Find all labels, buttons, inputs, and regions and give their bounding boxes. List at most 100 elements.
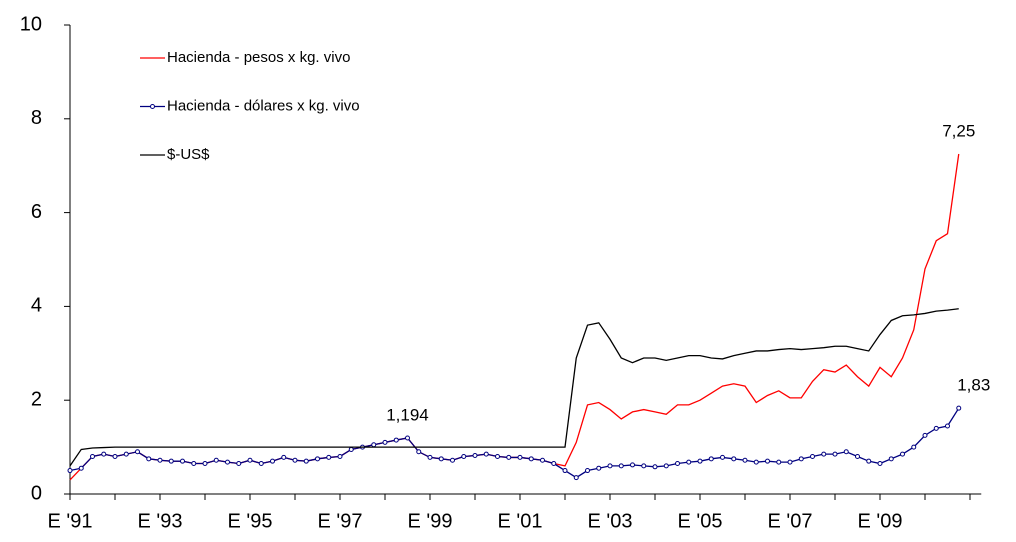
- point-marker: [866, 458, 872, 464]
- point-marker: [821, 451, 827, 457]
- y-tick-label: 8: [31, 107, 42, 129]
- point-marker: [776, 459, 782, 465]
- point-marker: [787, 459, 793, 465]
- point-marker: [382, 439, 388, 445]
- legend-label: Hacienda - pesos x kg. vivo: [167, 49, 350, 66]
- value-label: 7,25: [942, 121, 975, 140]
- point-marker: [832, 451, 838, 457]
- point-marker: [168, 458, 174, 464]
- point-marker: [236, 461, 242, 467]
- legend-label: Hacienda - dólares x kg. vivo: [167, 97, 360, 114]
- point-marker: [753, 459, 759, 465]
- point-marker: [67, 468, 73, 474]
- point-marker: [562, 468, 568, 474]
- x-tick-label: E '91: [48, 510, 93, 532]
- point-marker: [551, 461, 557, 467]
- point-marker: [101, 451, 107, 457]
- x-tick-label: E '93: [138, 510, 183, 532]
- point-marker: [585, 468, 590, 474]
- point-marker: [427, 454, 433, 460]
- point-marker: [202, 461, 208, 467]
- point-marker: [742, 457, 748, 463]
- x-tick-label: E '01: [498, 510, 543, 532]
- y-tick-label: 0: [31, 482, 42, 504]
- point-marker: [90, 453, 95, 459]
- point-marker: [483, 451, 489, 457]
- y-tick-label: 2: [31, 388, 42, 410]
- point-marker: [348, 446, 354, 452]
- series-line: [69, 308, 959, 467]
- point-marker: [945, 423, 950, 429]
- point-marker: [270, 458, 275, 464]
- point-marker: [888, 456, 894, 462]
- point-marker: [472, 453, 478, 459]
- point-marker: [303, 458, 309, 464]
- point-marker: [731, 456, 737, 462]
- point-marker: [663, 463, 669, 469]
- point-marker: [112, 453, 118, 459]
- point-marker: [596, 465, 602, 471]
- point-marker: [922, 432, 928, 438]
- point-marker: [911, 444, 917, 450]
- point-marker: [652, 464, 658, 470]
- series-line: [69, 153, 960, 481]
- x-tick-label: E '07: [768, 510, 813, 532]
- point-marker: [765, 458, 770, 464]
- point-marker: [135, 449, 140, 455]
- point-marker: [326, 454, 332, 460]
- point-marker: [528, 456, 534, 462]
- point-marker: [933, 425, 939, 431]
- point-marker: [180, 458, 185, 464]
- x-tick-label: E '97: [318, 510, 363, 532]
- legend-label: $-US$: [167, 146, 210, 163]
- point-marker: [517, 454, 523, 460]
- point-marker: [315, 456, 320, 462]
- point-marker: [337, 453, 343, 459]
- point-marker: [697, 458, 703, 464]
- point-marker: [641, 463, 647, 469]
- point-marker: [450, 457, 455, 463]
- y-tick-label: 10: [20, 13, 42, 35]
- x-tick-label: E '99: [408, 510, 453, 532]
- point-marker: [123, 451, 129, 457]
- point-marker: [630, 462, 635, 468]
- point-marker: [798, 456, 804, 462]
- value-label: 1,83: [957, 376, 990, 395]
- point-marker: [495, 453, 500, 459]
- point-marker: [877, 461, 883, 467]
- point-marker: [438, 456, 444, 462]
- point-marker: [708, 456, 714, 462]
- point-marker: [956, 405, 962, 411]
- point-marker: [78, 465, 84, 471]
- point-marker: [371, 442, 377, 448]
- point-marker: [393, 437, 399, 443]
- point-marker: [855, 453, 860, 459]
- x-tick-label: E '95: [228, 510, 273, 532]
- x-tick-label: E '09: [858, 510, 903, 532]
- point-marker: [540, 457, 545, 463]
- x-tick-label: E '05: [678, 510, 723, 532]
- point-marker: [607, 463, 613, 469]
- y-tick-label: 6: [31, 201, 42, 223]
- point-marker: [258, 461, 264, 467]
- value-label: 1,194: [386, 405, 429, 424]
- point-marker: [281, 454, 287, 460]
- y-tick-label: 4: [31, 295, 42, 317]
- point-marker: [720, 454, 725, 460]
- point-marker: [461, 453, 467, 459]
- point-marker: [191, 461, 197, 467]
- point-marker: [573, 475, 579, 481]
- point-marker: [686, 459, 692, 465]
- point-marker: [618, 463, 624, 469]
- x-tick-label: E '03: [588, 510, 633, 532]
- point-marker: [506, 454, 512, 460]
- point-marker: [675, 461, 680, 467]
- point-marker: [405, 435, 410, 441]
- point-marker: [810, 453, 815, 459]
- series-line: [69, 407, 960, 479]
- point-marker: [843, 449, 849, 455]
- point-marker: [213, 457, 219, 463]
- point-marker: [247, 457, 253, 463]
- point-marker: [900, 451, 905, 457]
